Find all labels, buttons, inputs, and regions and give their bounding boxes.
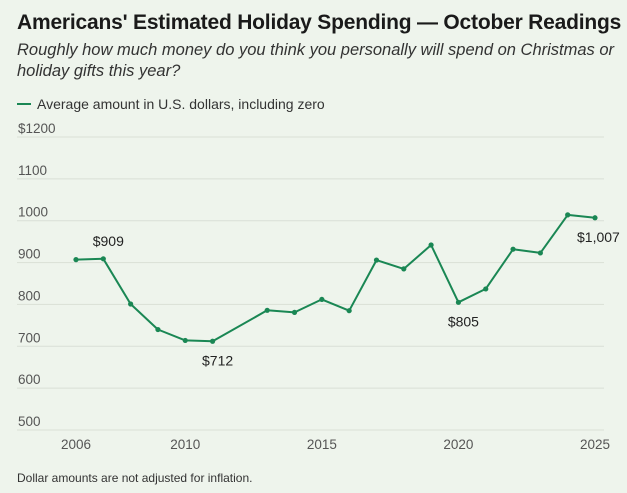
data-point	[592, 215, 598, 221]
data-label: $1,007	[577, 229, 620, 245]
y-tick-label: 900	[18, 247, 41, 262]
legend: Average amount in U.S. dollars, includin…	[17, 96, 325, 112]
data-point	[373, 257, 380, 263]
chart-subtitle: Roughly how much money do you think you …	[17, 41, 615, 80]
data-point	[510, 246, 516, 252]
chart-title: Americans' Estimated Holiday Spending — …	[17, 11, 622, 34]
data-point	[483, 286, 489, 292]
y-tick-label: 1100	[18, 163, 47, 178]
data-label: $909	[93, 233, 124, 249]
data-point	[401, 266, 407, 272]
y-tick-label: 700	[18, 330, 41, 345]
data-point	[428, 242, 434, 248]
y-tick-label: 500	[18, 414, 41, 429]
data-point	[291, 309, 298, 315]
data-point	[100, 256, 106, 262]
y-tick-label: $1200	[18, 121, 56, 136]
data-point	[455, 299, 462, 305]
data-point	[209, 338, 216, 344]
legend-label: Average amount in U.S. dollars, includin…	[37, 96, 325, 112]
data-point	[319, 296, 325, 303]
data-label: $712	[202, 352, 233, 368]
data-point	[155, 326, 161, 333]
data-point	[128, 301, 134, 307]
x-tick-label: 2025	[580, 437, 610, 452]
footnote: Dollar amounts are not adjusted for infl…	[17, 471, 253, 485]
x-tick-label: 2015	[307, 437, 337, 452]
data-point	[537, 250, 543, 256]
legend-line-swatch	[17, 103, 31, 105]
data-point	[182, 337, 188, 344]
data-point	[73, 257, 79, 263]
data-point	[264, 307, 270, 313]
data-point	[346, 308, 352, 314]
y-tick-label: 1000	[18, 205, 48, 220]
x-tick-label: 2020	[443, 437, 473, 452]
y-tick-label: 800	[18, 288, 41, 303]
x-tick-label: 2006	[61, 437, 91, 452]
y-tick-label: 600	[18, 372, 41, 387]
data-label: $805	[448, 313, 479, 329]
data-point	[565, 212, 571, 218]
series-line	[75, 213, 596, 343]
x-tick-label: 2010	[170, 437, 200, 452]
